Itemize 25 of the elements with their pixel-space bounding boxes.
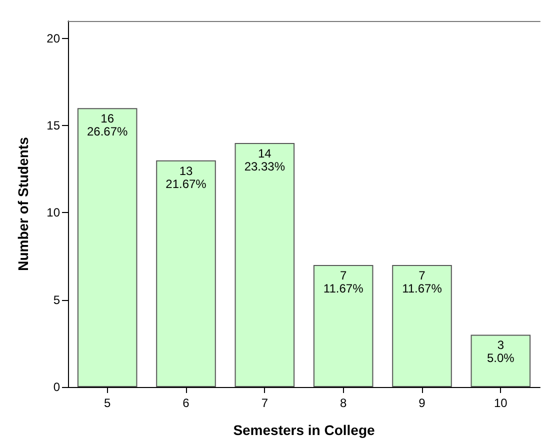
bar bbox=[156, 160, 216, 387]
x-tick-label: 10 bbox=[494, 396, 508, 410]
x-tick-label: 9 bbox=[418, 396, 426, 410]
bar bbox=[470, 334, 531, 387]
y-tick-label: 20 bbox=[46, 31, 60, 46]
x-tick-label: 8 bbox=[340, 396, 347, 410]
y-tick-label: 0 bbox=[53, 380, 60, 394]
data-label: 13 21.67% bbox=[166, 164, 207, 191]
bar bbox=[234, 143, 295, 387]
y-axis-title: Number of Students bbox=[15, 136, 31, 271]
y-tick-label: 5 bbox=[53, 292, 60, 307]
y-tick-label: 15 bbox=[46, 118, 60, 133]
bar bbox=[313, 265, 374, 387]
y-tick-label: 10 bbox=[46, 206, 60, 220]
bar bbox=[77, 108, 138, 387]
x-tick-label: 5 bbox=[104, 396, 111, 410]
x-tick-label: 7 bbox=[261, 396, 268, 410]
x-axis-title: Semesters in College bbox=[233, 422, 376, 438]
data-label: 7 11.67% bbox=[323, 268, 364, 296]
data-label: 16 26.67% bbox=[86, 112, 128, 139]
bar bbox=[392, 265, 452, 387]
data-label: 14 23.33% bbox=[244, 146, 286, 174]
data-label: 7 11.67% bbox=[402, 268, 442, 296]
x-tick-label: 6 bbox=[182, 396, 190, 410]
data-label: 3 5.0% bbox=[486, 338, 515, 366]
